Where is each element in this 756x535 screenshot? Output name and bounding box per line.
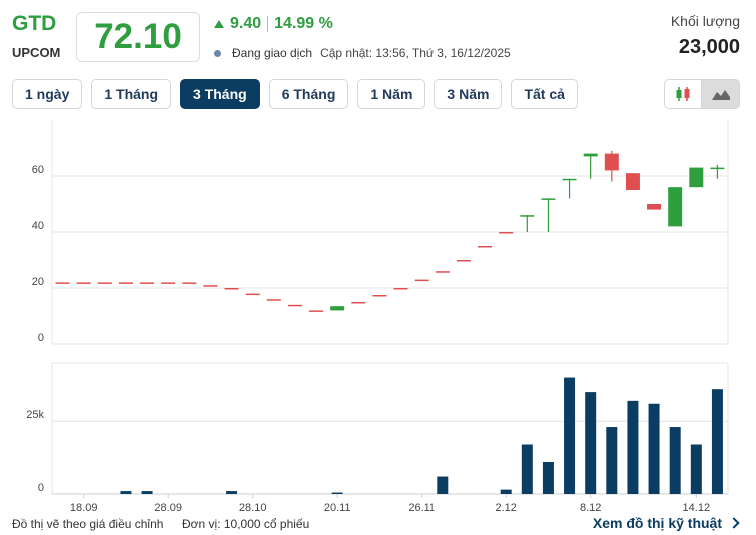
price-y-tick-label: 0: [38, 332, 44, 344]
candle-body: [562, 178, 577, 181]
x-tick-label: 2.12: [495, 502, 516, 514]
change-value: 9.40: [230, 15, 262, 32]
candle-body: [351, 302, 366, 304]
candlestick-icon: [676, 87, 690, 101]
volume-bar: [521, 444, 533, 494]
candle-body: [55, 282, 70, 284]
price-y-tick-label: 40: [32, 220, 44, 232]
range-tab-2[interactable]: 3 Tháng: [180, 79, 260, 109]
ticker-symbol: GTD: [12, 12, 57, 35]
candle-body: [118, 282, 133, 284]
x-tick-label: 14.12: [683, 502, 711, 514]
volume-label: Khối lượng: [670, 13, 740, 29]
candle-body: [414, 279, 429, 282]
volume-bar: [648, 403, 660, 494]
update-time: Cập nhật: 13:56, Thứ 3, 16/12/2025: [320, 46, 511, 60]
candle-body: [245, 293, 260, 296]
volume-value: 23,000: [678, 36, 740, 58]
volume-bar: [226, 491, 238, 494]
volume-bar: [141, 491, 153, 494]
unit-note: Đơn vị: 10,000 cổ phiếu: [182, 517, 310, 531]
candle-body: [499, 232, 514, 234]
price-y-tick-label: 20: [32, 276, 44, 288]
candle-body: [372, 295, 387, 297]
volume-bar: [500, 489, 512, 494]
range-tab-0[interactable]: 1 ngày: [12, 79, 83, 109]
x-tick-label: 20.11: [324, 502, 351, 514]
range-tab-5[interactable]: 3 Năm: [434, 79, 503, 109]
candle-body: [309, 310, 324, 312]
price-change: 9.40 14.99 %: [214, 15, 333, 33]
x-tick-label: 18.09: [70, 502, 98, 514]
candlestick-button[interactable]: [664, 79, 702, 109]
divider: [267, 16, 269, 32]
price-y-tick-label: 60: [32, 164, 44, 176]
range-tab-1[interactable]: 1 Tháng: [91, 79, 172, 109]
candle-body: [604, 153, 619, 171]
volume-bar: [331, 492, 343, 494]
candle-body: [287, 304, 302, 307]
candle-body: [140, 282, 155, 284]
volume-bar: [564, 377, 576, 494]
range-tab-4[interactable]: 1 Năm: [357, 79, 426, 109]
volume-y-tick-label: 0: [38, 482, 44, 494]
volume-bar: [437, 476, 449, 494]
x-tick-label: 28.10: [239, 502, 267, 514]
volume-bar: [690, 444, 702, 494]
chevron-right-icon: [728, 517, 740, 529]
candle-body: [541, 198, 556, 200]
candle-body: [456, 260, 471, 262]
candle-body: [76, 282, 91, 284]
candle-body: [161, 282, 176, 284]
candle-body: [435, 271, 450, 273]
volume-bar: [711, 389, 723, 494]
candle-body: [625, 173, 640, 190]
range-tab-3[interactable]: 6 Tháng: [268, 79, 349, 109]
volume-bar: [669, 427, 681, 494]
volume-bar: [606, 427, 618, 494]
x-tick-label: 28.09: [154, 502, 182, 514]
trading-status: Đang giao dịch Cập nhật: 13:56, Thứ 3, 1…: [214, 46, 511, 60]
current-price: 72.10: [94, 17, 182, 56]
triangle-up-icon: [214, 20, 224, 28]
range-tabs: 1 ngày 1 Tháng 3 Tháng 6 Tháng 1 Năm 3 Năm Tất…: [12, 79, 587, 109]
candle-body: [224, 288, 239, 290]
price-box: 72.10: [76, 12, 200, 62]
status-dot-icon: [214, 49, 221, 57]
volume-bar: [627, 400, 639, 494]
volume-bar: [585, 392, 597, 494]
technical-chart-link-label: Xem đồ thị kỹ thuật: [592, 515, 722, 531]
candle-body: [647, 204, 662, 210]
candle-body: [330, 306, 345, 311]
candle-body: [182, 282, 197, 284]
change-percent: 14.99 %: [274, 15, 333, 32]
candle-body: [668, 187, 683, 227]
candle-body: [520, 215, 535, 217]
exchange-name: UPCOM: [12, 45, 61, 60]
technical-chart-link[interactable]: Xem đồ thị kỹ thuật: [592, 515, 740, 531]
chart-type-toggle: [664, 79, 740, 109]
candle-body: [393, 288, 408, 290]
candle-body: [710, 167, 725, 170]
status-text: Đang giao dịch: [232, 46, 313, 60]
candle-body: [478, 246, 493, 248]
x-tick-label: 8.12: [580, 502, 601, 514]
x-tick-label: 26.11: [408, 502, 435, 514]
candle-body: [266, 299, 281, 301]
candle-body: [689, 167, 704, 188]
candle-body: [97, 282, 112, 284]
volume-bar: [120, 491, 132, 494]
volume-y-tick-label: 25k: [26, 409, 44, 421]
range-tab-6[interactable]: Tất cả: [511, 79, 578, 109]
candle-body: [583, 153, 598, 157]
adjusted-price-note: Đồ thị vẽ theo giá điều chỉnh: [12, 517, 164, 531]
area-chart-button[interactable]: [702, 79, 740, 109]
area-chart-icon: [711, 90, 730, 100]
candle-body: [203, 285, 218, 287]
volume-bar: [542, 461, 554, 494]
